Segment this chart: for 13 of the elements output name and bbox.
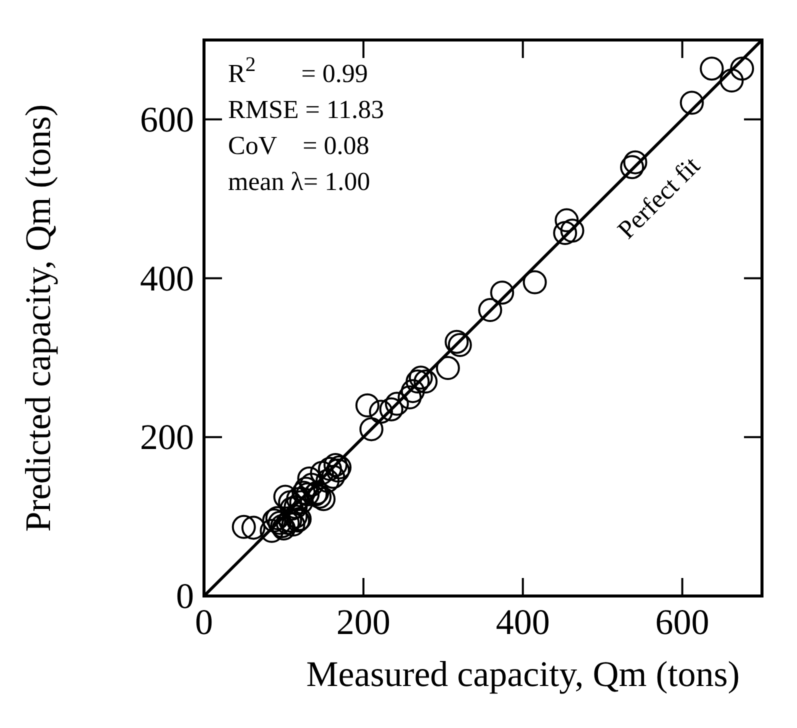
y-tick-label: 0 <box>176 576 194 616</box>
y-tick-label: 400 <box>140 258 194 298</box>
x-tick-label: 600 <box>655 602 710 642</box>
y-axis-title: Predicted capacity, Qm (tons) <box>18 104 58 532</box>
x-tick-label: 200 <box>336 602 390 642</box>
annotation: mean λ= 1.00 <box>228 167 370 196</box>
x-axis-title: Measured capacity, Qm (tons) <box>306 654 740 694</box>
annotation: RMSE = 11.83 <box>228 95 384 124</box>
y-tick-label: 200 <box>140 417 194 458</box>
annotation: CoV = 0.08 <box>228 131 370 160</box>
x-tick-label: 400 <box>496 602 550 642</box>
text: R$^{2}$ = 0.99 <box>228 52 368 88</box>
y-tick-label: 600 <box>140 99 194 140</box>
